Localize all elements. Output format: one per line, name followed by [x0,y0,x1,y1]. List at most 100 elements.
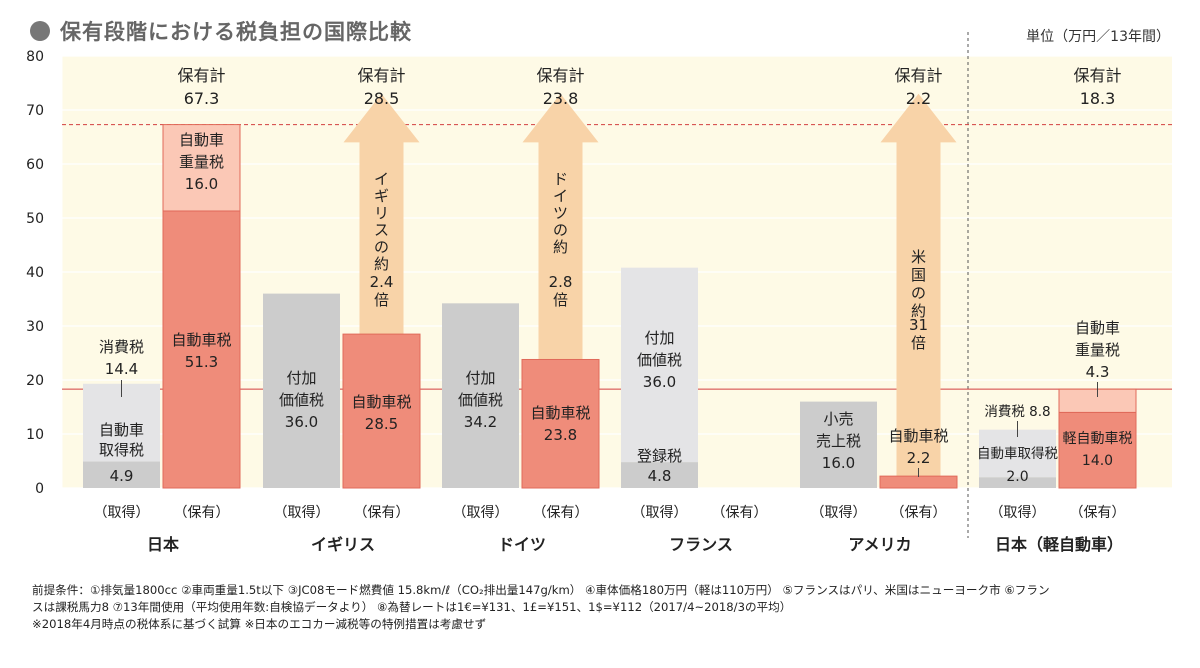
bar-segment [979,429,1056,478]
bullet-dot-icon [30,21,50,41]
y-tick-label: 30 [26,319,44,335]
segment-label: 消費税 [99,338,144,356]
segment-label: 軽自動車税 [1063,430,1133,447]
segment-label: 小売 [823,410,853,428]
total-value: 2.2 [906,89,931,108]
arrow-label: 2.8 [549,273,573,291]
arrow-label: イ [374,170,389,188]
arrow-label: 2.4 [370,273,394,291]
segment-label: 登録税 [637,447,682,465]
segment-label: 付加 [465,369,495,387]
x-tick-label: （取得） [274,504,330,521]
y-tick-label: 80 [26,49,44,65]
x-tick-label: （保有） [533,505,589,521]
total-value: 18.3 [1080,89,1116,108]
bar-segment [621,267,698,463]
bar-segment [162,210,241,489]
x-tick-label: （取得） [632,504,688,521]
footnote-line: 前提条件：①排気量1800cc ②車両重量1.5t以下 ③JC08モード燃費値 … [32,583,1050,597]
segment-label: 23.8 [544,426,577,444]
x-tick-label: （取得） [453,504,509,521]
arrow-label: 約 [374,255,389,273]
x-group-label: フランス [669,535,733,554]
segment-label: 34.2 [464,413,497,431]
total-value: 67.3 [184,89,220,108]
x-tick-label: （保有） [891,505,947,521]
segment-label: 重量税 [1075,341,1120,359]
segment-label: 2.2 [907,449,931,467]
segment-label: 4.8 [648,467,672,485]
bar-segment [800,401,877,488]
segment-label: 付加 [286,369,316,387]
x-tick-label: （取得） [94,504,150,521]
bar-segment [263,293,340,488]
arrow-label: ド [553,170,568,188]
x-tick-label: （保有） [1070,505,1126,521]
segment-label: 自動車 [179,131,224,149]
x-group-label: ドイツ [498,535,546,554]
y-tick-label: 60 [26,157,44,173]
x-group-label: イギリス [311,535,375,554]
y-tick-label: 0 [35,481,44,497]
arrow-label: 倍 [553,291,568,309]
arrow-label: の [374,238,389,256]
bar-segment [442,303,519,488]
unit-label: 単位（万円／13年間） [1026,29,1170,45]
total-label: 保有計 [536,66,584,85]
footnote-line: スは課税馬力8 ⑦13年間使用（平均使用年数:自検協データより） ⑧為替レートは… [32,600,792,614]
segment-label: 14.4 [105,360,138,378]
x-tick-label: （取得） [990,504,1046,521]
segment-label: 自動車税 [351,393,411,411]
arrow-label: 倍 [374,291,389,309]
x-tick-label: （保有） [174,505,230,521]
segment-label: 価値税 [458,391,503,409]
x-tick-label: （保有） [712,505,768,521]
segment-label: 51.3 [185,353,218,371]
arrow-label: ギ [374,187,389,205]
y-tick-label: 20 [26,373,44,389]
segment-label: 売上税 [816,432,861,450]
y-tick-label: 50 [26,211,44,227]
segment-label: 消費税 8.8 [984,404,1050,420]
segment-label: 取得税 [99,441,144,459]
segment-label: 自動車税 [530,404,590,422]
x-group-label: 日本（軽自動車） [995,535,1123,554]
total-value: 28.5 [364,89,400,108]
total-label: 保有計 [177,66,225,85]
segment-value: 4.9 [110,467,134,485]
bar-segment [979,477,1056,488]
segment-label: 36.0 [285,413,318,431]
footnotes: 前提条件：①排気量1800cc ②車両重量1.5t以下 ③JC08モード燃費値 … [32,582,1182,633]
bar-segment [162,124,241,212]
x-tick-label: （保有） [354,505,410,521]
arrow-label: 31 [909,316,928,334]
segment-label: 14.0 [1082,453,1113,469]
arrow-label: リ [374,204,389,222]
bar-segment [1058,411,1137,489]
total-label: 保有計 [894,66,942,85]
segment-label: 自動車税 [171,331,231,349]
arrow-label: の [553,221,568,239]
segment-label: 価値税 [637,351,682,369]
arrow-label: ツ [553,204,568,222]
segment-label: 28.5 [365,415,398,433]
segment-label: 36.0 [643,373,676,391]
total-label: 保有計 [357,66,405,85]
y-tick-label: 10 [26,427,44,443]
segment-label: 付加 [644,329,674,347]
segment-label: 自動車取得税 [977,445,1058,462]
total-value: 23.8 [543,89,579,108]
arrow-label: の [911,284,926,302]
segment-label: 価値税 [279,391,324,409]
segment-label: 自動車 [1075,319,1120,337]
x-group-label: 日本 [147,535,179,554]
y-tick-label: 70 [26,103,44,119]
x-tick-label: （取得） [811,504,867,521]
segment-label: 16.0 [822,454,855,472]
total-label: 保有計 [1073,66,1121,85]
bar-segment [621,462,698,488]
title-row: 保有段階における税負担の国際比較 [30,16,412,46]
comparison-arrow [343,93,420,335]
segment-value: 2.0 [1006,469,1028,485]
